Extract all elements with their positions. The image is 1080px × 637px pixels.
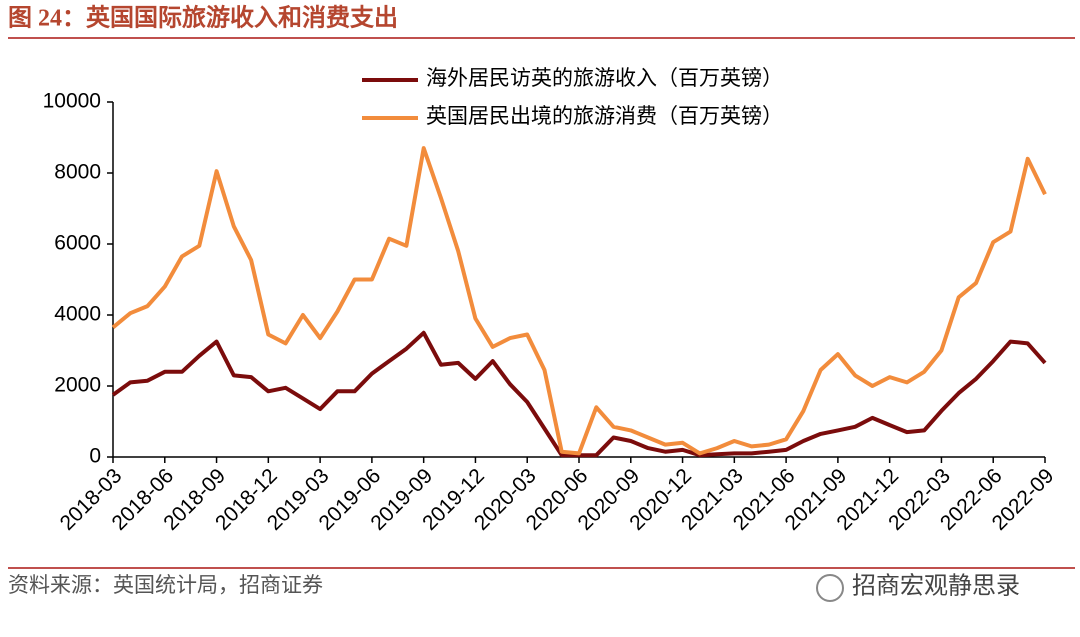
- source-note: 资料来源：英国统计局，招商证券: [8, 573, 323, 597]
- legend-label: 海外居民访英的旅游收入（百万英镑）: [426, 66, 783, 90]
- legend-label: 英国居民出境的旅游消费（百万英镑）: [426, 104, 783, 128]
- y-tick-label: 0: [89, 445, 101, 468]
- watermark-icon: [816, 574, 844, 602]
- watermark: 招商宏观静思录: [852, 573, 1020, 600]
- y-tick-label: 10000: [43, 90, 101, 113]
- y-tick-label: 6000: [54, 232, 101, 255]
- data-line: [111, 146, 1047, 456]
- y-tick-label: 2000: [54, 374, 101, 397]
- y-tick-label: 8000: [54, 161, 101, 184]
- data-line: [111, 330, 1047, 458]
- chart-title: 图 24：英国国际旅游收入和消费支出: [8, 4, 398, 32]
- y-tick-label: 4000: [54, 303, 101, 326]
